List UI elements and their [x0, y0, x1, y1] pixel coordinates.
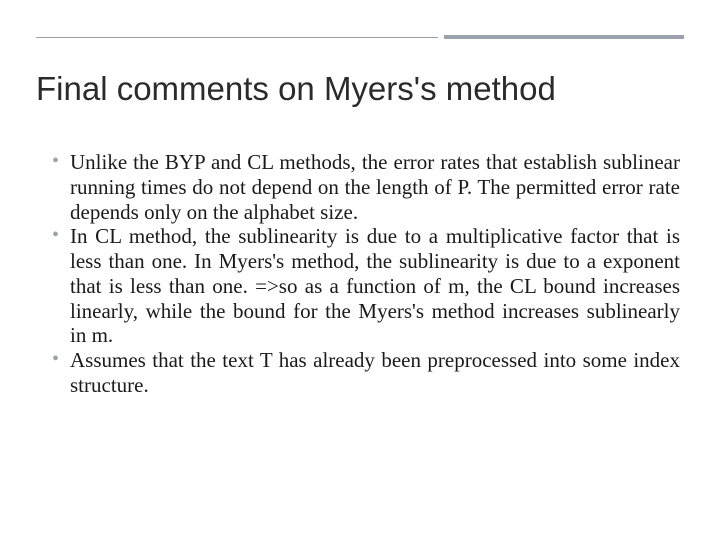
- slide-body: Unlike the BYP and CL methods, the error…: [50, 150, 680, 398]
- bullet-item: Assumes that the text T has already been…: [50, 348, 680, 398]
- bullet-list: Unlike the BYP and CL methods, the error…: [50, 150, 680, 398]
- slide-title: Final comments on Myers's method: [36, 70, 684, 108]
- bullet-item: Unlike the BYP and CL methods, the error…: [50, 150, 680, 224]
- slide: Final comments on Myers's method Unlike …: [0, 0, 720, 540]
- top-rule: [36, 34, 684, 38]
- rule-thick: [444, 35, 684, 39]
- rule-thin: [36, 37, 438, 38]
- bullet-item: In CL method, the sublinearity is due to…: [50, 224, 680, 348]
